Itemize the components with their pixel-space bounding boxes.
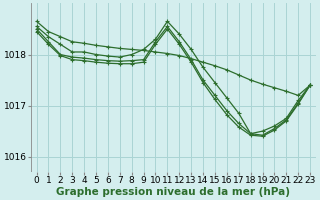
X-axis label: Graphe pression niveau de la mer (hPa): Graphe pression niveau de la mer (hPa)	[56, 187, 290, 197]
